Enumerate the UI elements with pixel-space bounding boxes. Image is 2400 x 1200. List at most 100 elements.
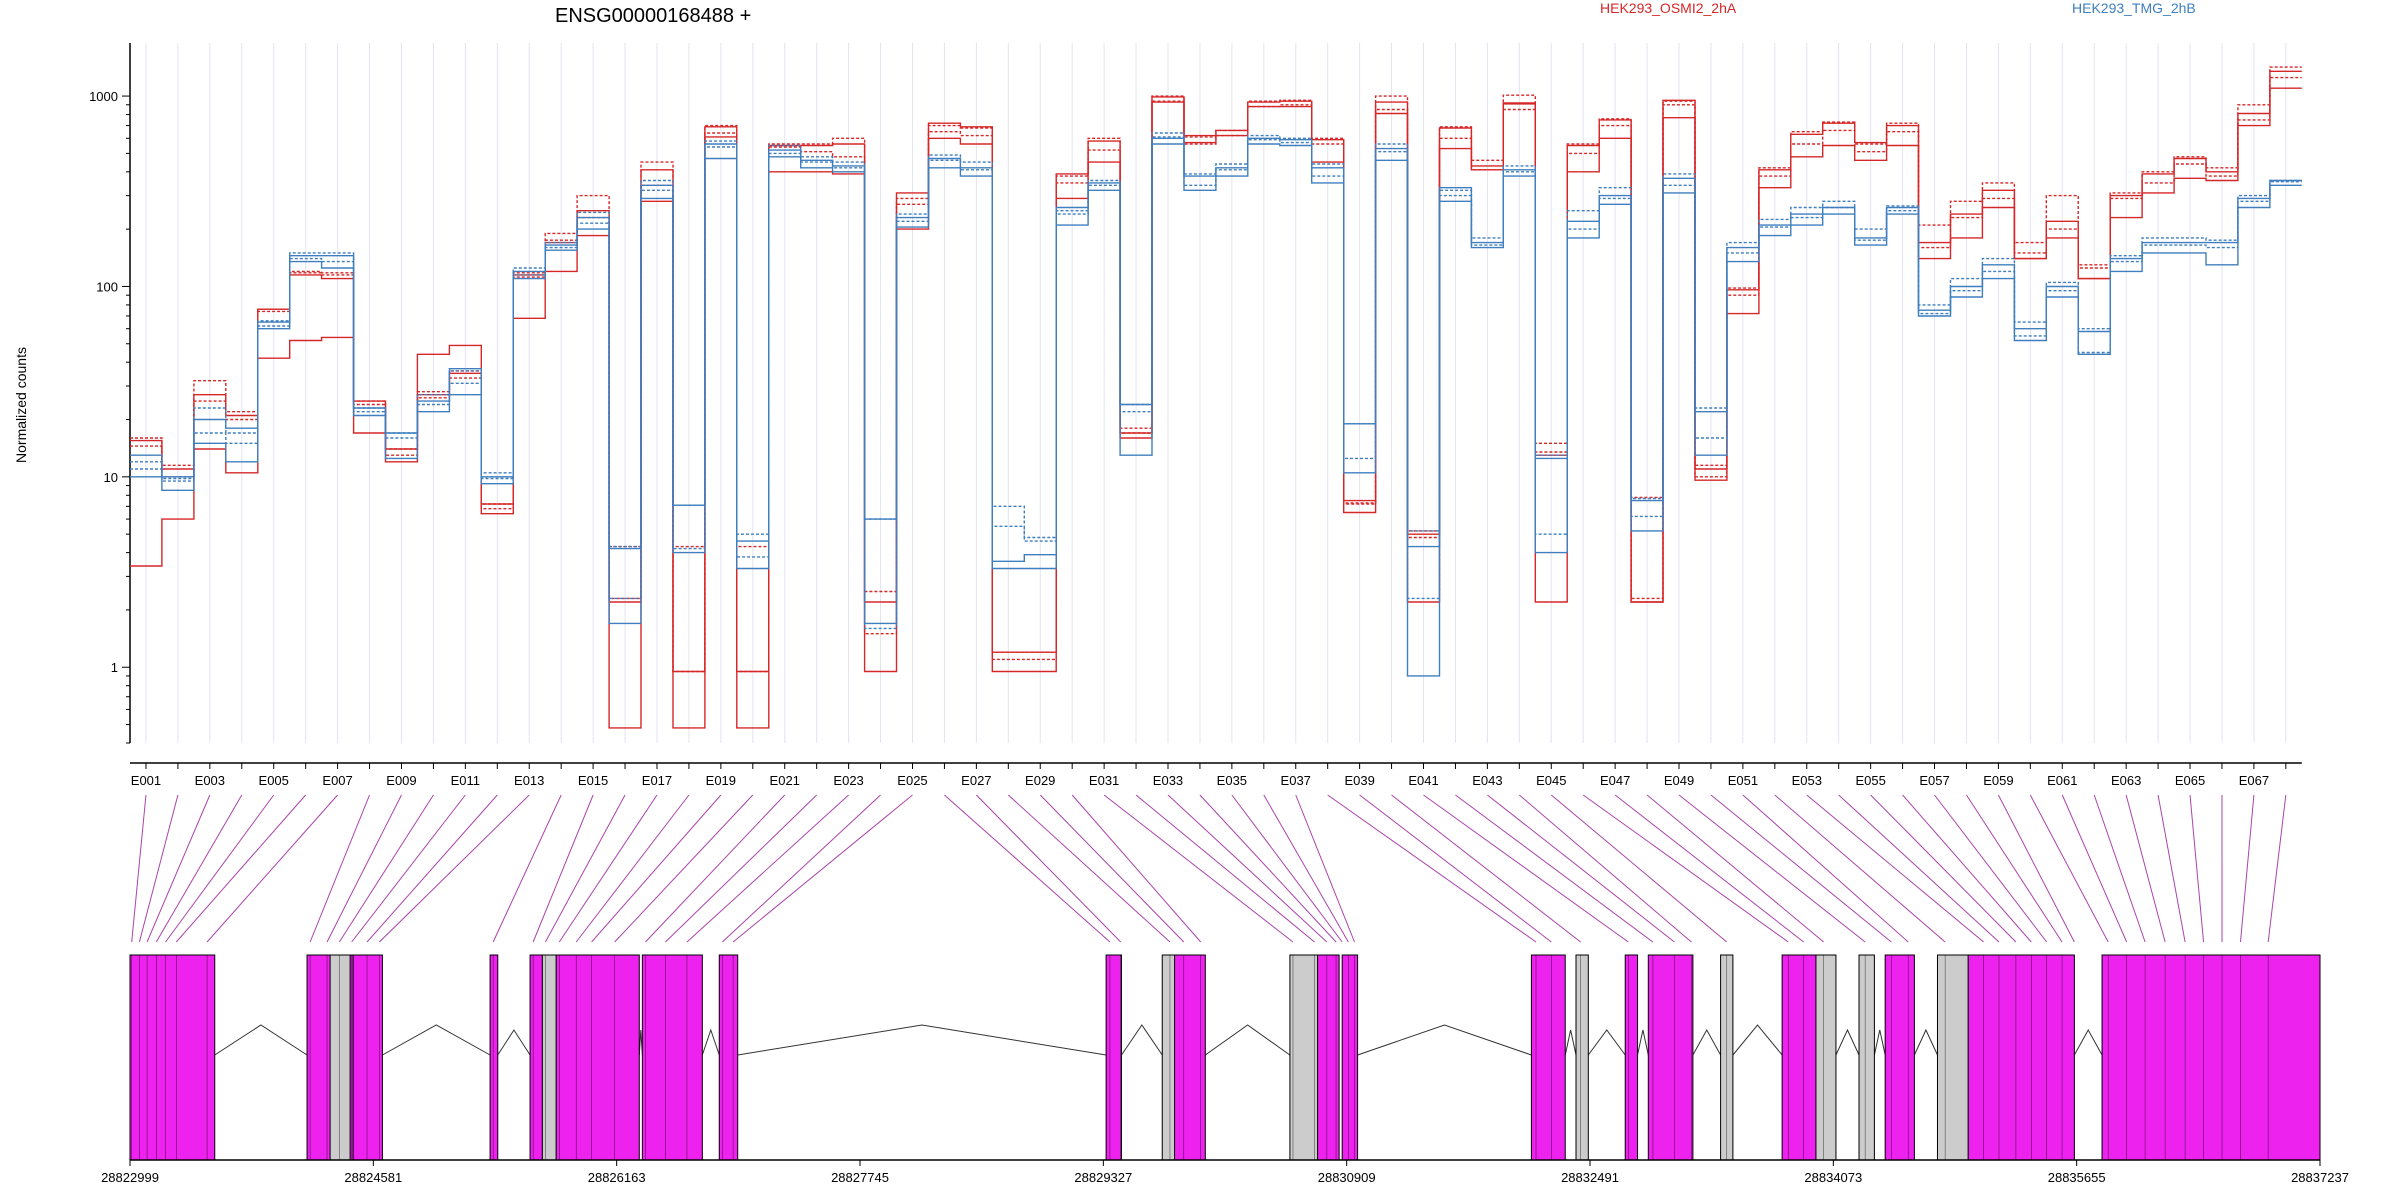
exon-block-27 bbox=[2101, 954, 2321, 1161]
exon-link-e018 bbox=[575, 794, 690, 943]
exon-link-e029 bbox=[1039, 794, 1185, 943]
x-tick-label-e007: E007 bbox=[322, 773, 352, 788]
x-tick-label-e047: E047 bbox=[1600, 773, 1630, 788]
x-tick-label-e049: E049 bbox=[1664, 773, 1694, 788]
x-tick-label-e063: E063 bbox=[2111, 773, 2141, 788]
exon-block-4 bbox=[489, 954, 499, 1161]
series-line-tmg-5 bbox=[130, 136, 2302, 630]
exon-link-e024 bbox=[721, 794, 881, 943]
y-tick-label-1: 1 bbox=[111, 660, 118, 675]
exon-link-e041 bbox=[1423, 794, 1629, 943]
exon-block-7 bbox=[555, 954, 640, 1161]
exon-link-e036 bbox=[1263, 794, 1349, 943]
exon-link-e035 bbox=[1231, 794, 1343, 943]
exon-link-e043 bbox=[1487, 794, 1675, 943]
genomic-tick-label: 28822999 bbox=[101, 1170, 159, 1185]
exon-link-e065 bbox=[2189, 794, 2205, 943]
x-tick-label-e015: E015 bbox=[578, 773, 608, 788]
exon-link-e009 bbox=[326, 794, 402, 943]
exon-block-22 bbox=[1815, 954, 1837, 1161]
exon-link-e021 bbox=[645, 794, 786, 943]
x-tick-label-e065: E065 bbox=[2175, 773, 2205, 788]
vertical-grid bbox=[145, 43, 2287, 743]
exon-link-e052 bbox=[1774, 794, 1946, 943]
exon-link-e057 bbox=[1934, 794, 2048, 943]
exon-link-e038 bbox=[1327, 794, 1537, 943]
genomic-coordinate-axis: 28822999 28824581 28826163 28827745 28829327… bbox=[101, 1159, 2349, 1185]
exon-block-0 bbox=[129, 954, 216, 1161]
exon-x-axis: E001 E003 E005 E007 E009 E011 E013 E015 E017 E019… bbox=[130, 762, 2302, 788]
exon-link-e053 bbox=[1806, 794, 1984, 943]
exon-link-e039 bbox=[1359, 794, 1552, 943]
exon-link-e050 bbox=[1710, 794, 1892, 943]
x-tick-label-e031: E031 bbox=[1089, 773, 1119, 788]
exon-block-17 bbox=[1575, 954, 1589, 1161]
series-line-tmg-6 bbox=[130, 143, 2302, 677]
exon-block-3 bbox=[352, 954, 383, 1161]
intron-14 bbox=[1835, 1028, 1860, 1056]
intron-11 bbox=[1637, 1029, 1649, 1056]
exon-link-e051 bbox=[1742, 794, 1909, 943]
x-tick-label-e001: E001 bbox=[131, 773, 161, 788]
series-line-tmg-7 bbox=[130, 132, 2302, 548]
exon-link-e011 bbox=[351, 794, 466, 943]
x-tick-label-e057: E057 bbox=[1919, 773, 1949, 788]
exon-link-e010 bbox=[338, 794, 434, 943]
intron-17 bbox=[2073, 1028, 2103, 1056]
genomic-tick-label: 28835655 bbox=[2048, 1170, 2106, 1185]
y-axis-label: Normalized counts bbox=[13, 347, 29, 463]
genomic-tick-label: 28824581 bbox=[344, 1170, 402, 1185]
series-line-osmi2-3 bbox=[130, 66, 2302, 673]
x-tick-label-e005: E005 bbox=[259, 773, 289, 788]
exon-link-e015 bbox=[532, 794, 594, 943]
exon-block-26 bbox=[1967, 954, 2075, 1161]
exon-link-e040 bbox=[1391, 794, 1581, 943]
series-line-osmi2-0 bbox=[130, 70, 2302, 673]
exon-link-e027 bbox=[976, 794, 1122, 943]
x-tick-label-e055: E055 bbox=[1855, 773, 1885, 788]
exon-link-e007 bbox=[206, 794, 338, 943]
x-tick-label-e025: E025 bbox=[897, 773, 927, 788]
exon-link-e002 bbox=[138, 794, 179, 943]
x-tick-label-e023: E023 bbox=[833, 773, 863, 788]
exon-link-e061 bbox=[2061, 794, 2128, 943]
x-tick-label-e043: E043 bbox=[1472, 773, 1502, 788]
x-tick-label-e011: E011 bbox=[451, 773, 480, 788]
intron-12 bbox=[1692, 1028, 1722, 1056]
exon-block-8 bbox=[641, 954, 703, 1161]
exon-link-e049 bbox=[1678, 794, 1866, 943]
exon-link-e060 bbox=[2029, 794, 2109, 943]
x-tick-label-e017: E017 bbox=[642, 773, 672, 788]
intron-0 bbox=[214, 1024, 308, 1056]
y-axis: 1 10 100 1000 bbox=[89, 43, 131, 744]
exon-block-13 bbox=[1289, 954, 1319, 1161]
exon-link-e054 bbox=[1838, 794, 2000, 943]
exon-link-e017 bbox=[558, 794, 658, 943]
exon-link-e026 bbox=[944, 794, 1111, 943]
x-tick-label-e037: E037 bbox=[1281, 773, 1311, 788]
exon-block-24 bbox=[1884, 954, 1915, 1161]
intron-8 bbox=[1357, 1024, 1532, 1056]
x-tick-label-e067: E067 bbox=[2239, 773, 2269, 788]
exon-link-e019 bbox=[591, 794, 722, 943]
exon-link-e005 bbox=[165, 794, 275, 943]
exon-link-e022 bbox=[665, 794, 818, 943]
genomic-tick-label: 28837237 bbox=[2291, 1170, 2349, 1185]
y-tick-label-1000: 1000 bbox=[89, 89, 118, 104]
exon-link-e030 bbox=[1071, 794, 1202, 943]
exon-link-e031 bbox=[1103, 794, 1294, 943]
x-tick-label-e027: E027 bbox=[961, 773, 991, 788]
exon-block-15 bbox=[1341, 954, 1359, 1161]
genomic-tick-label: 28829327 bbox=[1074, 1170, 1132, 1185]
intron-16 bbox=[1913, 1028, 1938, 1056]
exon-link-e025 bbox=[732, 794, 913, 943]
exon-link-e033 bbox=[1167, 794, 1328, 943]
exon-block-21 bbox=[1781, 954, 1817, 1161]
chart-title: ENSG00000168488 + bbox=[555, 5, 751, 27]
exon-link-e044 bbox=[1518, 794, 1692, 943]
exon-link-e047 bbox=[1614, 794, 1804, 943]
exon-link-e006 bbox=[175, 794, 307, 943]
intron-9 bbox=[1564, 1029, 1577, 1056]
exon-link-e028 bbox=[1007, 794, 1171, 943]
exon-link-e063 bbox=[2125, 794, 2166, 943]
